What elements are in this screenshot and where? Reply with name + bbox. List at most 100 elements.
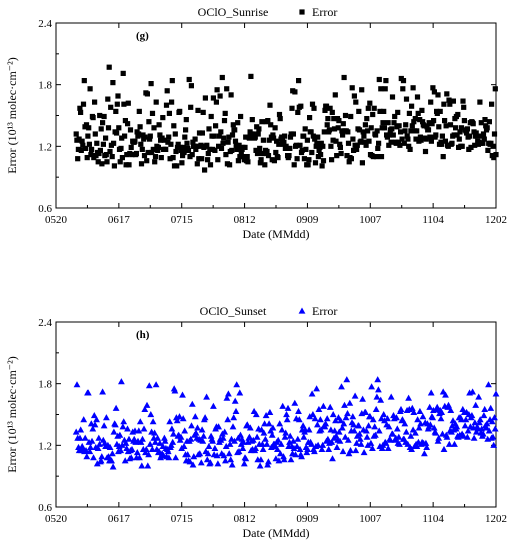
data-point — [461, 118, 467, 124]
data-point — [114, 101, 120, 107]
data-point — [140, 425, 148, 432]
data-point — [309, 411, 317, 418]
data-point — [346, 399, 354, 406]
data-point — [156, 439, 164, 446]
data-point — [329, 411, 337, 418]
data-point — [471, 419, 479, 426]
data-point — [133, 150, 139, 157]
data-point — [335, 125, 341, 131]
data-point — [202, 167, 208, 173]
data-point — [265, 458, 272, 465]
data-point — [164, 448, 172, 455]
data-point — [95, 159, 101, 165]
data-point — [427, 134, 433, 140]
data-point — [459, 143, 465, 149]
data-point — [413, 442, 421, 449]
data-point — [431, 89, 437, 95]
data-point — [426, 403, 434, 410]
data-point — [244, 154, 250, 160]
data-point — [93, 153, 99, 159]
data-point — [470, 121, 476, 127]
data-point — [439, 133, 445, 139]
data-point — [479, 430, 487, 437]
data-point — [430, 85, 436, 91]
legend-title: OClO_Sunrise — [198, 5, 269, 19]
data-point — [354, 142, 360, 148]
data-point — [370, 111, 376, 118]
data-point — [136, 131, 142, 137]
data-point — [422, 148, 429, 155]
data-point — [199, 130, 205, 136]
data-point — [469, 388, 476, 395]
data-point — [344, 436, 352, 443]
data-point — [438, 408, 446, 415]
data-point — [193, 146, 199, 152]
data-point — [135, 427, 143, 434]
data-point — [414, 94, 421, 100]
data-point — [446, 97, 452, 103]
data-point — [480, 412, 488, 419]
data-point — [403, 122, 409, 128]
data-point — [220, 140, 226, 146]
data-point — [294, 156, 300, 162]
data-point — [75, 156, 81, 162]
data-point — [73, 131, 79, 137]
data-point — [380, 120, 386, 126]
data-point — [420, 119, 426, 125]
data-point — [236, 142, 242, 148]
data-point — [215, 423, 222, 430]
data-point — [435, 92, 441, 98]
x-tick-label: 0520 — [45, 214, 68, 226]
data-point — [355, 422, 363, 429]
x-tick-label: 0909 — [296, 513, 319, 525]
data-point — [346, 159, 352, 165]
data-point — [234, 146, 240, 152]
data-point — [417, 117, 423, 123]
data-point — [410, 85, 416, 91]
data-point — [166, 134, 172, 140]
data-point — [477, 99, 483, 105]
data-point — [354, 146, 360, 152]
data-point — [228, 461, 236, 468]
data-point — [338, 424, 346, 431]
data-point — [309, 101, 316, 107]
data-point — [97, 112, 103, 119]
data-point — [208, 113, 214, 120]
data-point — [231, 437, 238, 444]
data-point — [376, 140, 382, 146]
data-point — [271, 135, 277, 141]
data-point — [368, 383, 375, 390]
data-point — [191, 413, 199, 420]
data-point — [303, 146, 309, 152]
data-point — [345, 450, 353, 457]
data-point — [371, 423, 379, 430]
data-point — [295, 416, 303, 423]
data-point — [222, 442, 230, 449]
data-point — [228, 92, 234, 98]
data-point — [380, 411, 388, 418]
data-point — [280, 456, 288, 463]
data-point — [331, 116, 337, 122]
data-point — [318, 140, 324, 146]
plot-frame — [55, 321, 497, 508]
data-point — [297, 142, 303, 148]
y-tick-label: 0.6 — [38, 203, 52, 215]
data-point — [298, 103, 304, 109]
data-point — [86, 125, 92, 131]
data-point — [210, 402, 217, 409]
data-point — [101, 113, 107, 120]
data-point — [176, 436, 184, 443]
data-point — [400, 86, 406, 92]
data-point — [329, 109, 335, 115]
data-point — [418, 137, 424, 143]
data-point — [276, 420, 284, 427]
data-point — [221, 118, 228, 124]
data-point — [315, 134, 321, 140]
data-point — [91, 421, 99, 428]
data-point — [419, 107, 425, 113]
data-point — [307, 115, 313, 121]
data-point — [261, 150, 267, 157]
data-point — [142, 445, 150, 452]
data-point — [154, 434, 161, 441]
data-point — [341, 401, 348, 408]
